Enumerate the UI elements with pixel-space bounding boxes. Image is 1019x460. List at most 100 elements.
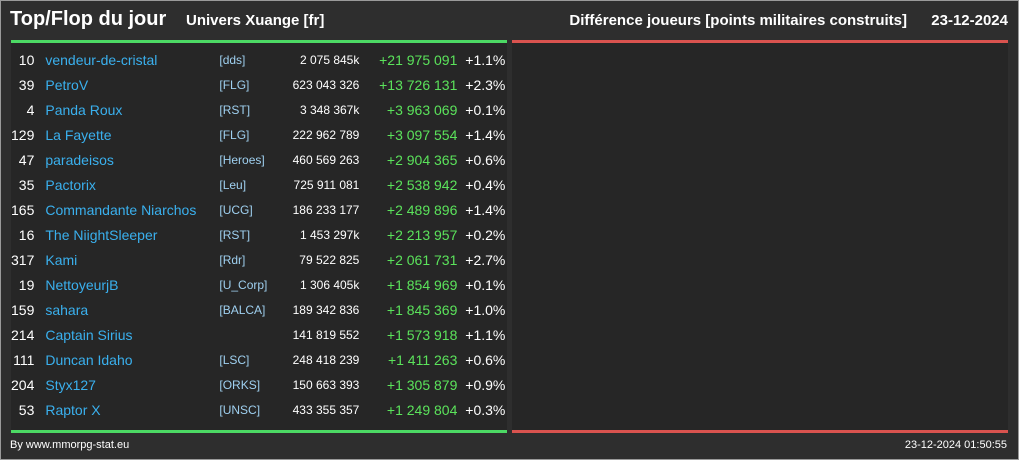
- player-name-link[interactable]: La Fayette: [45, 126, 112, 143]
- metric-label: Différence joueurs [points militaires co…: [569, 12, 907, 29]
- alliance-tag-link[interactable]: [Heroes]: [219, 152, 265, 167]
- percent-change: +0.6%: [465, 351, 506, 368]
- player-name-link[interactable]: PetroV: [45, 76, 89, 93]
- alliance-tag-link[interactable]: [UCG]: [219, 202, 253, 217]
- points-difference: +1 411 263: [387, 351, 458, 368]
- player-points: 2 075 845k: [299, 52, 360, 67]
- player-points: 460 569 263: [292, 152, 360, 167]
- player-name-link[interactable]: Kami: [45, 251, 78, 268]
- player-rank: 204: [11, 376, 35, 393]
- top-players-table: 10 vendeur-de-cristal [dds] 2 075 845k +21 9…: [11, 47, 505, 422]
- player-name-link[interactable]: sahara: [45, 301, 89, 318]
- player-name-link[interactable]: Panda Roux: [45, 101, 123, 118]
- flop-players-panel: [512, 43, 1008, 430]
- player-name-link[interactable]: paradeisos: [45, 151, 114, 168]
- player-name-link[interactable]: Commandante Niarchos: [45, 201, 197, 218]
- alliance-tag-link[interactable]: [U_Corp]: [219, 277, 268, 292]
- points-difference: +1 573 918: [386, 326, 458, 343]
- percent-change: +0.9%: [465, 376, 506, 393]
- points-difference: +1 305 879: [386, 376, 458, 393]
- player-rank: 111: [13, 351, 35, 368]
- percent-change: +1.4%: [465, 201, 506, 218]
- points-difference: +1 854 969: [386, 276, 458, 293]
- points-difference: +3 097 554: [386, 126, 458, 143]
- player-points: 79 522 825: [299, 252, 360, 267]
- alliance-tag-link[interactable]: [ORKS]: [219, 377, 261, 392]
- header-date: 23-12-2024: [931, 12, 1008, 29]
- percent-change: +1.1%: [465, 51, 506, 68]
- alliance-tag-link[interactable]: [RST]: [219, 227, 251, 242]
- table-row: 214 Captain Sirius 141 819 552 +1 573 918 +1…: [11, 322, 505, 347]
- points-difference: +13 726 131: [379, 76, 458, 93]
- player-points: 189 342 836: [292, 302, 360, 317]
- alliance-tag-link[interactable]: [219, 322, 275, 347]
- alliance-tag-link[interactable]: [Leu]: [219, 177, 247, 192]
- table-row: 111 Duncan Idaho [LSC] 248 418 239 +1 411 26…: [11, 347, 505, 372]
- points-difference: +2 904 365: [386, 151, 458, 168]
- table-row: 4 Panda Roux [RST] 3 348 367k +3 963 069 +0.1…: [11, 97, 506, 122]
- footer-timestamp: 23-12-2024 01:50:55: [904, 439, 1007, 451]
- flop-accent-bar-bottom: [512, 430, 1008, 433]
- player-name-link[interactable]: Raptor X: [45, 401, 101, 418]
- top-accent-bar-bottom: [11, 430, 507, 433]
- percent-change: +2.7%: [465, 251, 506, 268]
- alliance-tag-link[interactable]: [LSC]: [219, 352, 250, 367]
- percent-change: +0.4%: [465, 176, 506, 193]
- percent-change: +1.4%: [465, 126, 506, 143]
- alliance-tag-link[interactable]: [Rdr]: [219, 252, 246, 267]
- player-name-link[interactable]: Duncan Idaho: [45, 351, 133, 368]
- alliance-tag-link[interactable]: [dds]: [219, 52, 246, 67]
- player-name-link[interactable]: Styx127: [45, 376, 96, 393]
- table-row: 19 NettoyeurjB [U_Corp] 1 306 405k +1 854 96…: [11, 272, 506, 297]
- player-points: 1 453 297k: [299, 227, 360, 242]
- player-rank: 47: [18, 151, 35, 168]
- points-difference: +1 249 804: [386, 401, 458, 418]
- percent-change: +0.1%: [465, 276, 506, 293]
- top-accent-bar: [11, 40, 507, 43]
- player-points: 623 043 326: [292, 77, 360, 92]
- player-rank: 4: [26, 101, 35, 118]
- player-rank: 10: [18, 51, 35, 68]
- points-difference: +3 963 069: [386, 101, 458, 118]
- player-name-link[interactable]: Captain Sirius: [45, 326, 133, 343]
- alliance-tag-link[interactable]: [FLG]: [219, 77, 250, 92]
- points-difference: +2 489 896: [386, 201, 458, 218]
- alliance-tag-link[interactable]: [UNSC]: [219, 402, 261, 417]
- panel-divider: [507, 43, 512, 430]
- player-rank: 165: [11, 201, 35, 218]
- table-row: 129 La Fayette [FLG] 222 962 789 +3 097 554 +…: [11, 122, 505, 147]
- table-row: 165 Commandante Niarchos [UCG] 186 233 177 +…: [11, 197, 505, 222]
- credit-link[interactable]: By www.mmorpg-stat.eu: [10, 439, 130, 451]
- player-points: 433 355 357: [292, 402, 360, 417]
- player-points: 1 306 405k: [299, 277, 360, 292]
- alliance-tag-link[interactable]: [RST]: [219, 102, 251, 117]
- player-points: 150 663 393: [292, 377, 360, 392]
- player-name-link[interactable]: vendeur-de-cristal: [45, 51, 158, 68]
- player-name-link[interactable]: NettoyeurjB: [45, 276, 119, 293]
- player-rank: 16: [18, 226, 35, 243]
- alliance-tag-link[interactable]: [FLG]: [219, 127, 250, 142]
- percent-change: +2.3%: [465, 76, 506, 93]
- player-points: 141 819 552: [292, 327, 360, 342]
- player-name-link[interactable]: Pactorix: [45, 176, 96, 193]
- percent-change: +1.0%: [465, 301, 506, 318]
- table-row: 16 The NiightSleeper [RST] 1 453 297k +2 213…: [11, 222, 506, 247]
- percent-change: +0.6%: [465, 151, 506, 168]
- table-row: 47 paradeisos [Heroes] 460 569 263 +2 904 36…: [11, 147, 506, 172]
- player-points: 3 348 367k: [299, 102, 360, 117]
- percent-change: +1.1%: [465, 326, 506, 343]
- points-difference: +21 975 091: [379, 51, 458, 68]
- player-rank: 129: [11, 126, 35, 143]
- percent-change: +0.3%: [465, 401, 506, 418]
- table-row: 159 sahara [BALCA] 189 342 836 +1 845 369 +1.…: [11, 297, 505, 322]
- table-row: 10 vendeur-de-cristal [dds] 2 075 845k +21 9…: [11, 47, 506, 72]
- points-difference: +1 845 369: [386, 301, 458, 318]
- player-rank: 159: [11, 301, 35, 318]
- table-row: 204 Styx127 [ORKS] 150 663 393 +1 305 879 +0.…: [11, 372, 505, 397]
- player-points: 725 911 081: [293, 177, 360, 192]
- player-name-link[interactable]: The NiightSleeper: [45, 226, 158, 243]
- player-rank: 39: [18, 76, 35, 93]
- alliance-tag-link[interactable]: [BALCA]: [219, 302, 266, 317]
- table-row: 317 Kami [Rdr] 79 522 825 +2 061 731 +2.7%: [11, 247, 505, 272]
- flop-accent-bar: [512, 40, 1008, 43]
